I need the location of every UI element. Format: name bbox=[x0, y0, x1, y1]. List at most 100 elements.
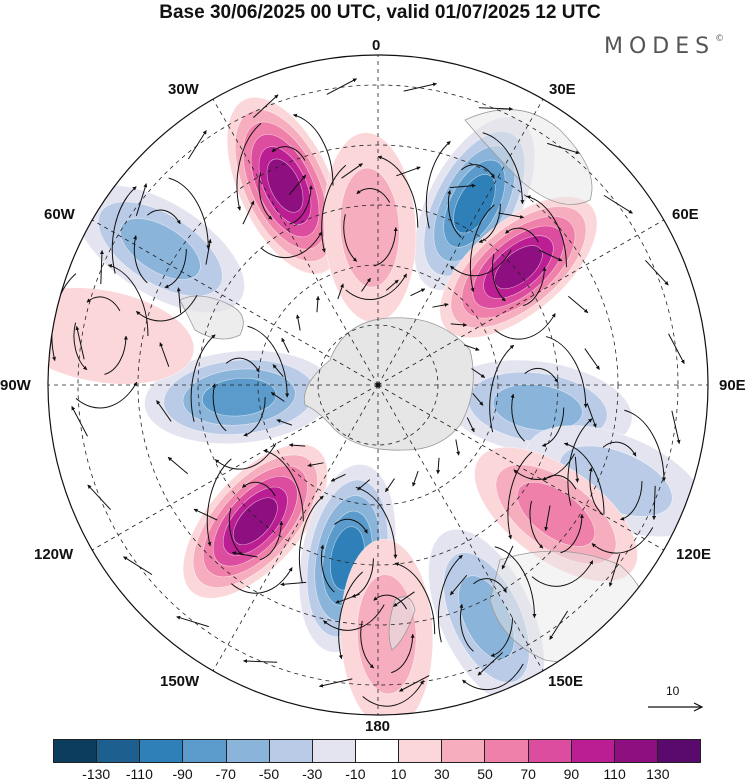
streamline bbox=[469, 204, 495, 293]
meridian-line bbox=[377, 219, 664, 386]
meridian-line bbox=[377, 99, 544, 386]
wind-arrow bbox=[385, 279, 399, 291]
streamline bbox=[505, 227, 539, 243]
streamline bbox=[243, 397, 266, 437]
meridian-line bbox=[212, 99, 379, 386]
wind-arrow bbox=[307, 462, 324, 468]
lon-label-120w: 120W bbox=[34, 546, 74, 563]
wind-arrow bbox=[281, 337, 290, 353]
streamline bbox=[323, 604, 385, 631]
colorbar-swatch bbox=[97, 740, 141, 762]
streamline bbox=[263, 449, 304, 522]
antarctica-landmass bbox=[303, 317, 474, 451]
colorbar-swatch bbox=[54, 740, 98, 762]
wind-arrow bbox=[205, 238, 212, 265]
streamline bbox=[164, 248, 187, 289]
streamline bbox=[225, 357, 260, 373]
colorbar-tick-label: -130 bbox=[82, 766, 111, 782]
wind-arrow bbox=[586, 403, 597, 428]
wind-arrow bbox=[450, 322, 468, 327]
wind-arrow bbox=[187, 130, 207, 160]
streamline bbox=[524, 367, 559, 383]
colorbar-tick-label: -110 bbox=[125, 766, 153, 782]
streamline bbox=[292, 113, 334, 186]
streamline bbox=[482, 132, 525, 205]
colorbar-swatch bbox=[571, 740, 615, 762]
streamline bbox=[450, 249, 512, 277]
streamline bbox=[168, 177, 211, 250]
wind-arrow bbox=[159, 342, 170, 367]
anomaly-center bbox=[474, 446, 638, 582]
streamline bbox=[355, 486, 398, 559]
streamline bbox=[624, 409, 666, 482]
streamline bbox=[560, 513, 584, 554]
meridian-line bbox=[212, 384, 379, 671]
streamline bbox=[567, 418, 593, 506]
lon-label-30w: 30W bbox=[168, 81, 199, 98]
streamline bbox=[591, 527, 654, 554]
colorbar-tick-label: -90 bbox=[172, 766, 193, 782]
wind-arrow bbox=[276, 419, 293, 426]
wind-arrow bbox=[668, 333, 685, 364]
streamline bbox=[542, 474, 577, 490]
wind-arrow bbox=[99, 250, 104, 285]
wind-arrow bbox=[652, 485, 657, 520]
wind-arrow bbox=[412, 470, 419, 487]
reference-vector-arrow bbox=[648, 702, 704, 712]
meridian-line bbox=[92, 384, 379, 551]
wind-arrow bbox=[410, 288, 426, 297]
south-pole-marker bbox=[375, 382, 381, 388]
wind-arrow bbox=[270, 392, 285, 402]
wind-arrow bbox=[498, 212, 525, 219]
wind-arrow bbox=[272, 364, 284, 378]
streamline bbox=[447, 189, 462, 238]
colorbar-swatch bbox=[269, 740, 313, 762]
map-border bbox=[47, 54, 709, 716]
streamline bbox=[459, 603, 474, 652]
wind-arrow bbox=[501, 545, 514, 570]
wind-arrow bbox=[393, 591, 415, 607]
meridian-line bbox=[92, 219, 379, 386]
wind-arrow bbox=[167, 456, 188, 475]
streamline bbox=[136, 295, 198, 322]
wind-arrow bbox=[644, 259, 669, 286]
lon-label-150e: 150E bbox=[548, 673, 584, 690]
streamline bbox=[211, 383, 227, 432]
streamline bbox=[545, 336, 588, 408]
streamline bbox=[490, 617, 513, 658]
streamline bbox=[588, 467, 604, 516]
streamline bbox=[247, 325, 290, 398]
streamline bbox=[541, 407, 565, 447]
streamline bbox=[298, 495, 324, 584]
anomaly-center bbox=[75, 184, 245, 313]
streamline bbox=[373, 594, 408, 610]
colorbar-tick-label: -70 bbox=[215, 766, 236, 782]
lon-label-90w: 90W bbox=[0, 377, 31, 394]
wind-arrow bbox=[584, 348, 600, 370]
anomaly-center bbox=[323, 132, 417, 323]
colorbar-swatch bbox=[399, 740, 443, 762]
streamline bbox=[107, 264, 149, 336]
wind-arrow bbox=[176, 615, 209, 628]
lon-label-150w: 150W bbox=[160, 673, 200, 690]
wind-arrow bbox=[549, 610, 569, 640]
streamline bbox=[190, 334, 216, 422]
wind-arrow bbox=[608, 554, 621, 587]
streamline bbox=[259, 520, 284, 561]
streamline bbox=[147, 209, 181, 225]
wind-arrow bbox=[568, 295, 589, 314]
wind-arrow bbox=[193, 508, 218, 521]
wind-arrow bbox=[472, 392, 484, 406]
streamline bbox=[321, 164, 347, 253]
streamline bbox=[86, 296, 121, 312]
wind-arrow bbox=[403, 82, 437, 92]
wind-arrow bbox=[319, 678, 353, 688]
wind-arrow bbox=[315, 295, 320, 313]
colorbar-swatch bbox=[614, 740, 658, 762]
streamline bbox=[522, 266, 547, 307]
wind-arrow bbox=[547, 142, 580, 155]
streamline bbox=[391, 633, 415, 674]
wind-streamlines bbox=[51, 78, 685, 707]
wind-arrow bbox=[385, 478, 395, 493]
